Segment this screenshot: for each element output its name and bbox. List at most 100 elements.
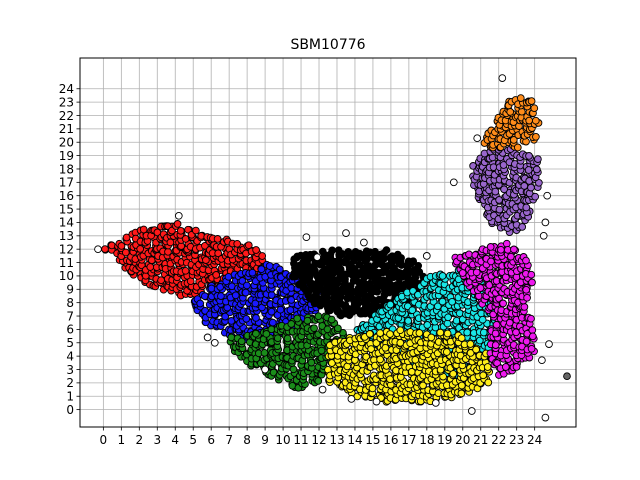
data-point <box>196 299 205 308</box>
outlier-point <box>347 395 356 403</box>
data-point <box>386 330 394 338</box>
x-tick-label: 4 <box>171 433 179 447</box>
data-point <box>181 266 190 275</box>
y-tick-label: 2 <box>66 376 74 390</box>
data-point <box>415 329 424 337</box>
data-point <box>310 324 318 333</box>
y-tick-label: 9 <box>66 283 74 297</box>
x-tick-label: 3 <box>153 433 161 447</box>
data-point <box>258 252 267 260</box>
data-point <box>237 337 246 346</box>
x-tick-label: 12 <box>311 433 326 447</box>
outlier-point <box>261 365 269 374</box>
y-tick-label: 15 <box>59 202 74 216</box>
x-tick-label: 24 <box>527 433 542 447</box>
outlier-point <box>473 134 482 143</box>
data-point <box>517 107 526 116</box>
data-point <box>409 257 418 266</box>
data-point <box>438 272 447 280</box>
outlier-point <box>431 399 440 407</box>
outlier-point <box>545 340 553 348</box>
data-point <box>532 132 540 141</box>
data-point <box>275 265 284 274</box>
data-point <box>376 329 384 337</box>
data-point <box>233 239 242 248</box>
data-point <box>365 330 374 338</box>
data-point <box>276 305 285 314</box>
data-point <box>506 108 515 116</box>
outlier-point <box>539 231 548 240</box>
data-point <box>243 281 251 290</box>
data-point <box>523 293 531 302</box>
series-2 <box>226 312 348 392</box>
data-point <box>287 296 296 304</box>
data-point <box>443 329 452 338</box>
data-point <box>427 333 436 342</box>
data-point <box>314 312 323 321</box>
outlier-point <box>449 178 458 187</box>
data-point <box>334 324 342 333</box>
data-point <box>136 245 145 253</box>
data-point <box>443 319 452 328</box>
data-point <box>396 326 405 335</box>
outlier-point <box>360 238 368 247</box>
data-point <box>524 166 533 174</box>
y-tick-label: 12 <box>59 242 74 256</box>
data-point <box>121 248 130 257</box>
outlier-point <box>342 229 350 237</box>
data-point <box>268 318 277 327</box>
outlier-point <box>203 333 212 342</box>
x-tick-label: 17 <box>401 433 416 447</box>
data-point <box>491 329 500 338</box>
data-point <box>202 256 210 264</box>
data-point <box>478 315 487 324</box>
data-point <box>146 263 155 271</box>
y-tick-label: 16 <box>59 189 74 203</box>
data-point <box>408 306 417 315</box>
data-point <box>107 241 116 250</box>
y-tick-label: 14 <box>59 216 74 230</box>
data-point <box>244 241 253 250</box>
data-point <box>466 340 475 348</box>
data-point <box>213 235 222 243</box>
data-point <box>499 299 507 308</box>
data-point <box>307 358 316 367</box>
y-tick-label: 8 <box>66 296 74 310</box>
data-point <box>305 275 313 283</box>
x-tick-label: 15 <box>365 433 380 447</box>
y-tick-label: 17 <box>59 176 74 190</box>
x-tick-label: 0 <box>100 433 108 447</box>
data-point <box>466 349 475 357</box>
y-tick-label: 21 <box>59 122 74 136</box>
data-point <box>283 334 292 343</box>
data-point <box>139 225 148 234</box>
data-point <box>463 328 472 337</box>
data-point <box>381 343 390 352</box>
data-point <box>335 262 343 271</box>
data-point <box>465 250 473 259</box>
outlier-point <box>467 407 476 415</box>
x-tick-label: 19 <box>437 433 452 447</box>
data-point <box>530 104 539 113</box>
y-tick-label: 6 <box>66 323 74 337</box>
data-point <box>386 300 395 309</box>
data-point <box>303 316 312 325</box>
data-point <box>287 320 296 328</box>
data-point <box>186 277 195 286</box>
data-point <box>289 365 298 374</box>
x-tick-label: 13 <box>329 433 344 447</box>
outlier-point <box>302 233 311 242</box>
outlier-point <box>498 74 507 82</box>
data-point <box>534 155 542 163</box>
y-tick-label: 24 <box>59 82 74 96</box>
x-tick-label: 5 <box>189 433 197 447</box>
outlier-point <box>210 338 219 347</box>
data-point <box>367 345 375 353</box>
data-point <box>217 292 225 300</box>
data-point <box>376 355 384 364</box>
data-point <box>528 278 536 287</box>
data-point <box>516 94 525 102</box>
y-tick-label: 7 <box>66 309 74 323</box>
outlier-point <box>541 218 550 227</box>
